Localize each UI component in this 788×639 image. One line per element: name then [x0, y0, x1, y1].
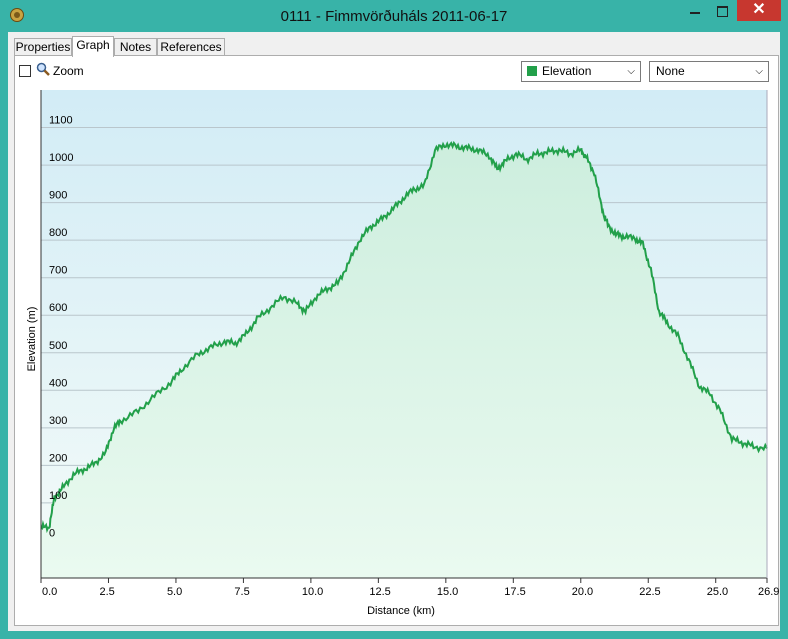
- x-tick-label: 26.9: [758, 586, 779, 598]
- maximize-button[interactable]: [709, 0, 736, 21]
- close-button[interactable]: ✕: [737, 0, 781, 21]
- x-tick-label: 20.0: [572, 586, 593, 598]
- y-tick-label: 200: [49, 452, 67, 464]
- chevron-down-icon: ⌵: [627, 66, 635, 77]
- y-tick-label: 0: [49, 527, 55, 539]
- minimize-button[interactable]: [681, 0, 709, 21]
- tab-notes[interactable]: Notes: [114, 38, 157, 56]
- y-tick-label: 600: [49, 302, 67, 314]
- x-tick-label: 10.0: [302, 586, 323, 598]
- y-axis-title: Elevation (m): [26, 307, 38, 372]
- zoom-checkbox[interactable]: [19, 65, 31, 77]
- y-tick-label: 800: [49, 227, 67, 239]
- primary-series-select[interactable]: Elevation ⌵: [521, 61, 641, 82]
- x-tick-label: 15.0: [437, 586, 458, 598]
- zoom-label: Zoom: [53, 64, 84, 78]
- window-title: 0111 - Fimmvörðuháls 2011-06-17: [280, 8, 508, 25]
- title-bar[interactable]: 0111 - Fimmvörðuháls 2011-06-17 ✕: [0, 0, 788, 32]
- x-tick-label: 22.5: [639, 586, 660, 598]
- tab-properties[interactable]: Properties: [14, 38, 72, 56]
- x-tick-label: 25.0: [707, 586, 728, 598]
- x-tick-label: 2.5: [99, 586, 114, 598]
- y-tick-label: 1100: [49, 115, 73, 127]
- y-tick-label: 1000: [49, 152, 73, 164]
- secondary-series-select[interactable]: None ⌵: [649, 61, 769, 82]
- tab-references[interactable]: References: [157, 38, 225, 56]
- tab-graph[interactable]: Graph: [72, 36, 114, 57]
- magnifier-icon: [36, 62, 50, 76]
- elevation-area: [41, 143, 767, 578]
- x-tick-label: 5.0: [167, 586, 182, 598]
- secondary-series-value: None: [656, 64, 685, 78]
- series-color-swatch: [527, 66, 537, 76]
- y-tick-label: 500: [49, 340, 67, 352]
- x-tick-label: 7.5: [234, 586, 249, 598]
- y-tick-label: 400: [49, 377, 67, 389]
- x-tick-label: 17.5: [504, 586, 525, 598]
- y-tick-label: 300: [49, 415, 67, 427]
- x-axis-title: Distance (km): [367, 605, 435, 617]
- y-tick-label: 100: [49, 490, 67, 502]
- chevron-down-icon: ⌵: [755, 66, 763, 77]
- app-logo-icon[interactable]: [10, 8, 24, 22]
- y-tick-label: 700: [49, 265, 67, 277]
- x-tick-label: 0.0: [42, 586, 57, 598]
- primary-series-value: Elevation: [542, 64, 592, 78]
- elevation-line: [40, 140, 768, 534]
- x-tick-label: 12.5: [369, 586, 390, 598]
- y-tick-label: 900: [49, 190, 67, 202]
